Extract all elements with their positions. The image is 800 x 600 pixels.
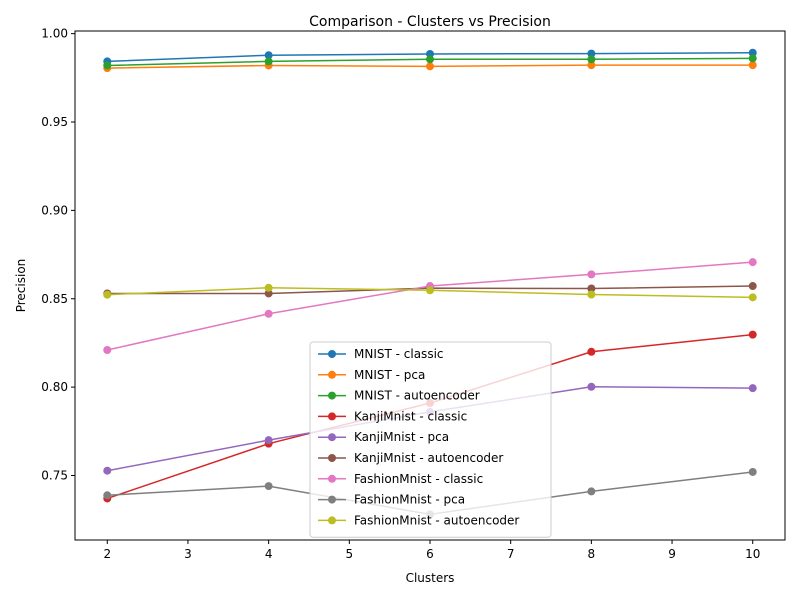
legend-item: MNIST - pca (318, 368, 425, 382)
data-point (748, 48, 757, 57)
series-8 (103, 283, 757, 302)
legend-label: FashionMnist - pca (354, 493, 465, 507)
y-tick-label: 0.90 (41, 203, 68, 217)
data-point (748, 54, 757, 63)
legend-swatch-marker (328, 412, 336, 421)
data-point (587, 270, 596, 279)
legend-label: KanjiMnist - classic (354, 409, 467, 423)
data-point (426, 62, 434, 71)
y-tick-label: 0.80 (41, 380, 68, 394)
data-point (748, 61, 757, 70)
data-point (264, 309, 273, 318)
x-axis-label: Clusters (406, 571, 455, 585)
x-axis-ticks: 2 3 4 5 6 7 8 9 10 (103, 540, 760, 561)
data-point (264, 482, 273, 491)
x-tick-label: 6 (426, 547, 434, 561)
y-axis-label: Precision (14, 259, 28, 313)
data-point (426, 55, 434, 64)
data-point (587, 61, 596, 70)
y-tick-label: 0.85 (41, 292, 68, 306)
x-tick-label: 2 (103, 547, 111, 561)
data-point (748, 330, 757, 339)
data-point (587, 49, 596, 58)
legend-item: MNIST - autoencoder (318, 389, 480, 403)
data-point (264, 51, 273, 60)
data-point (264, 289, 273, 298)
data-point (103, 290, 112, 299)
x-tick-label: 3 (184, 547, 192, 561)
data-point (587, 55, 596, 64)
x-tick-label: 7 (507, 547, 515, 561)
data-point (103, 491, 112, 500)
x-tick-label: 9 (668, 547, 676, 561)
legend-swatch-marker (328, 370, 336, 379)
y-axis-ticks: 0.75 0.80 0.85 0.90 0.95 1.00 (41, 27, 75, 482)
legend-item: KanjiMnist - pca (318, 430, 449, 444)
data-point (587, 347, 596, 356)
data-point (587, 284, 596, 293)
data-point (748, 467, 757, 476)
legend-swatch-marker (328, 433, 336, 442)
legend-label: KanjiMnist - autoencoder (354, 451, 503, 465)
data-point (587, 382, 596, 391)
data-point (264, 283, 273, 292)
legend-item: KanjiMnist - classic (318, 409, 467, 423)
legend-label: FashionMnist - autoencoder (354, 513, 519, 527)
y-tick-label: 0.95 (41, 115, 68, 129)
x-tick-label: 10 (745, 547, 760, 561)
x-tick-label: 8 (588, 547, 596, 561)
series-line (107, 261, 753, 351)
legend-swatch-marker (328, 516, 336, 525)
legend-item: FashionMnist - classic (318, 472, 483, 486)
data-point (748, 258, 757, 267)
chart-title: Comparison - Clusters vs Precision (309, 14, 551, 30)
data-point (264, 436, 273, 445)
data-point (587, 487, 596, 496)
legend-box (309, 341, 552, 538)
x-tick-label: 5 (345, 547, 353, 561)
legend-label: MNIST - autoencoder (354, 389, 480, 403)
data-point (264, 57, 273, 66)
data-point (748, 384, 757, 393)
legend-label: MNIST - pca (354, 368, 425, 382)
series-2 (103, 54, 757, 70)
legend-item: FashionMnist - pca (318, 493, 465, 507)
data-point (748, 293, 757, 302)
legend-label: MNIST - classic (354, 347, 444, 361)
x-tick-label: 4 (265, 547, 273, 561)
series-6 (103, 258, 757, 355)
y-tick-label: 0.75 (41, 468, 68, 482)
data-point (587, 290, 596, 299)
plot-frame (74, 30, 786, 541)
legend-swatch-marker (328, 454, 336, 462)
data-point (103, 466, 112, 475)
legend-swatch-marker (328, 495, 336, 504)
legend-item: FashionMnist - autoencoder (318, 513, 519, 527)
data-point (103, 346, 112, 355)
y-tick-label: 1.00 (41, 27, 68, 41)
legend-label: FashionMnist - classic (354, 472, 483, 486)
legend-swatch-marker (328, 474, 336, 483)
data-point (748, 282, 757, 291)
legend: MNIST - classic MNIST - pca MNIST - autoen… (309, 341, 552, 538)
series-group (103, 48, 757, 519)
data-point (103, 61, 112, 70)
legend-item: KanjiMnist - autoencoder (318, 451, 503, 465)
legend-swatch-marker (328, 350, 336, 358)
data-point (426, 286, 434, 295)
legend-label: KanjiMnist - pca (354, 430, 449, 444)
legend-item: MNIST - classic (318, 347, 444, 361)
legend-swatch-marker (328, 391, 336, 400)
